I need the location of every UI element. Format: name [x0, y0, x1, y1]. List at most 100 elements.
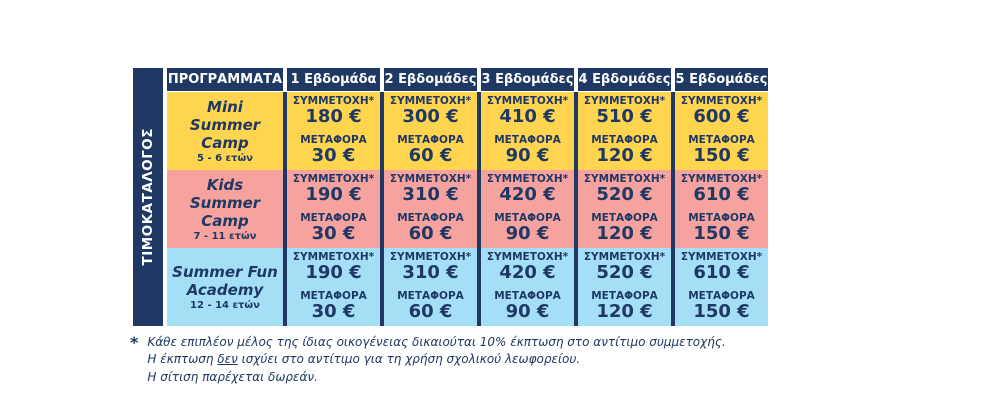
- participation-label: ΣΥΜΜΕΤΟΧΗ*: [486, 95, 569, 108]
- price-cell: ΣΥΜΜΕΤΟΧΗ* 520 € ΜΕΤΑΦΟΡΑ 120 €: [574, 248, 671, 326]
- price-cell: ΣΥΜΜΕΤΟΧΗ* 410 € ΜΕΤΑΦΟΡΑ 90 €: [477, 92, 574, 170]
- footnote: * Κάθε επιπλέον μέλος της ίδιας οικογένε…: [130, 334, 726, 386]
- column-header-week-2: 2 Εβδομάδες: [380, 68, 477, 92]
- program-age-range: 12 - 14 ετών: [190, 300, 260, 311]
- footnote-lines: Κάθε επιπλέον μέλος της ίδιας οικογένεια…: [147, 334, 725, 386]
- participation-price: 520 €: [596, 262, 653, 284]
- transport-label: ΜΕΤΑΦΟΡΑ: [300, 290, 367, 302]
- footnote-asterisk: *: [130, 333, 139, 352]
- transport-price: 90 €: [505, 145, 550, 167]
- transport-price: 120 €: [596, 223, 653, 245]
- participation-label: ΣΥΜΜΕΤΟΧΗ*: [292, 173, 375, 186]
- transport-price: 150 €: [693, 301, 750, 323]
- price-cell: ΣΥΜΜΕΤΟΧΗ* 610 € ΜΕΤΑΦΟΡΑ 150 €: [671, 248, 768, 326]
- transport-label: ΜΕΤΑΦΟΡΑ: [591, 134, 658, 146]
- program-age-range: 5 - 6 ετών: [197, 153, 253, 164]
- participation-label: ΣΥΜΜΕΤΟΧΗ*: [292, 95, 375, 108]
- participation-price: 510 €: [596, 106, 653, 128]
- program-cell: Summer Fun Academy 12 - 14 ετών: [167, 248, 283, 326]
- participation-label: ΣΥΜΜΕΤΟΧΗ*: [680, 95, 763, 108]
- transport-label: ΜΕΤΑΦΟΡΑ: [397, 290, 464, 302]
- program-name: Kids Summer Camp: [189, 176, 261, 230]
- transport-price: 60 €: [408, 301, 453, 323]
- transport-price: 60 €: [408, 145, 453, 167]
- participation-label: ΣΥΜΜΕΤΟΧΗ*: [486, 251, 569, 264]
- price-cell: ΣΥΜΜΕΤΟΧΗ* 420 € ΜΕΤΑΦΟΡΑ 90 €: [477, 248, 574, 326]
- price-table: ΤΙΜΟΚΑΤΑΛΟΓΟΣ ΠΡΟΓΡΑΜΜΑΤΑ 1 Εβδομάδα 2 Εβδ…: [133, 68, 768, 326]
- column-header-week-5: 5 Εβδομάδες: [671, 68, 768, 92]
- participation-price: 420 €: [499, 262, 556, 284]
- transport-price: 30 €: [311, 301, 356, 323]
- transport-label: ΜΕΤΑΦΟΡΑ: [300, 212, 367, 224]
- program-name: Mini Summer Camp: [189, 98, 261, 152]
- participation-label: ΣΥΜΜΕΤΟΧΗ*: [583, 95, 666, 108]
- price-cell: ΣΥΜΜΕΤΟΧΗ* 190 € ΜΕΤΑΦΟΡΑ 30 €: [283, 248, 380, 326]
- footnote-line-1: Κάθε επιπλέον μέλος της ίδιας οικογένεια…: [147, 335, 726, 349]
- transport-price: 150 €: [693, 145, 750, 167]
- transport-label: ΜΕΤΑΦΟΡΑ: [300, 134, 367, 146]
- transport-label: ΜΕΤΑΦΟΡΑ: [688, 212, 755, 224]
- column-header-week-4: 4 Εβδομάδες: [574, 68, 671, 92]
- transport-price: 30 €: [311, 145, 356, 167]
- participation-price: 520 €: [596, 184, 653, 206]
- price-cell: ΣΥΜΜΕΤΟΧΗ* 180 € ΜΕΤΑΦΟΡΑ 30 €: [283, 92, 380, 170]
- participation-label: ΣΥΜΜΕΤΟΧΗ*: [680, 251, 763, 264]
- price-cell: ΣΥΜΜΕΤΟΧΗ* 300 € ΜΕΤΑΦΟΡΑ 60 €: [380, 92, 477, 170]
- column-header-week-1: 1 Εβδομάδα: [283, 68, 380, 92]
- price-cell: ΣΥΜΜΕΤΟΧΗ* 190 € ΜΕΤΑΦΟΡΑ 30 €: [283, 170, 380, 248]
- price-cell: ΣΥΜΜΕΤΟΧΗ* 610 € ΜΕΤΑΦΟΡΑ 150 €: [671, 170, 768, 248]
- participation-price: 310 €: [402, 184, 459, 206]
- participation-price: 610 €: [693, 184, 750, 206]
- transport-label: ΜΕΤΑΦΟΡΑ: [591, 212, 658, 224]
- transport-label: ΜΕΤΑΦΟΡΑ: [397, 212, 464, 224]
- footnote-line-2-start: Η έκπτωση: [147, 352, 218, 367]
- program-cell: Kids Summer Camp 7 - 11 ετών: [167, 170, 283, 248]
- participation-label: ΣΥΜΜΕΤΟΧΗ*: [389, 173, 472, 186]
- participation-label: ΣΥΜΜΕΤΟΧΗ*: [680, 173, 763, 186]
- price-cell: ΣΥΜΜΕΤΟΧΗ* 520 € ΜΕΤΑΦΟΡΑ 120 €: [574, 170, 671, 248]
- footnote-line-2-underlined: δεν: [217, 352, 238, 367]
- participation-label: ΣΥΜΜΕΤΟΧΗ*: [292, 251, 375, 264]
- participation-label: ΣΥΜΜΕΤΟΧΗ*: [583, 173, 666, 186]
- price-list-title: ΤΙΜΟΚΑΤΑΛΟΓΟΣ: [140, 128, 156, 266]
- participation-label: ΣΥΜΜΕΤΟΧΗ*: [486, 173, 569, 186]
- footnote-line-3: Η σίτιση παρέχεται δωρεάν.: [147, 369, 318, 384]
- transport-label: ΜΕΤΑΦΟΡΑ: [688, 290, 755, 302]
- column-header-week-3: 3 Εβδομάδες: [477, 68, 574, 92]
- program-name: Summer Fun Academy: [172, 263, 278, 299]
- price-cell: ΣΥΜΜΕΤΟΧΗ* 310 € ΜΕΤΑΦΟΡΑ 60 €: [380, 248, 477, 326]
- transport-price: 120 €: [596, 145, 653, 167]
- price-list-vertical-label: ΤΙΜΟΚΑΤΑΛΟΓΟΣ: [133, 68, 163, 326]
- transport-label: ΜΕΤΑΦΟΡΑ: [494, 290, 561, 302]
- transport-price: 90 €: [505, 223, 550, 245]
- transport-price: 60 €: [408, 223, 453, 245]
- participation-price: 300 €: [402, 106, 459, 128]
- transport-price: 120 €: [596, 301, 653, 323]
- price-cell: ΣΥΜΜΕΤΟΧΗ* 310 € ΜΕΤΑΦΟΡΑ 60 €: [380, 170, 477, 248]
- participation-price: 410 €: [499, 106, 556, 128]
- transport-label: ΜΕΤΑΦΟΡΑ: [397, 134, 464, 146]
- price-cell: ΣΥΜΜΕΤΟΧΗ* 600 € ΜΕΤΑΦΟΡΑ 150 €: [671, 92, 768, 170]
- transport-label: ΜΕΤΑΦΟΡΑ: [494, 134, 561, 146]
- transport-price: 30 €: [311, 223, 356, 245]
- program-cell: Mini Summer Camp 5 - 6 ετών: [167, 92, 283, 170]
- participation-price: 420 €: [499, 184, 556, 206]
- price-cell: ΣΥΜΜΕΤΟΧΗ* 510 € ΜΕΤΑΦΟΡΑ 120 €: [574, 92, 671, 170]
- participation-price: 600 €: [693, 106, 750, 128]
- price-cell: ΣΥΜΜΕΤΟΧΗ* 420 € ΜΕΤΑΦΟΡΑ 90 €: [477, 170, 574, 248]
- footnote-line-2-end: ισχύει στο αντίτιμο για τη χρήση σχολικο…: [237, 352, 581, 367]
- participation-price: 180 €: [305, 106, 362, 128]
- participation-price: 190 €: [305, 184, 362, 206]
- participation-label: ΣΥΜΜΕΤΟΧΗ*: [583, 251, 666, 264]
- footnote-line-2: Η έκπτωση δεν ισχύει στο αντίτιμο για τη…: [147, 351, 725, 368]
- participation-price: 310 €: [402, 262, 459, 284]
- transport-label: ΜΕΤΑΦΟΡΑ: [494, 212, 561, 224]
- participation-price: 190 €: [305, 262, 362, 284]
- transport-label: ΜΕΤΑΦΟΡΑ: [688, 134, 755, 146]
- column-header-programs: ΠΡΟΓΡΑΜΜΑΤΑ: [167, 68, 283, 92]
- price-grid: ΠΡΟΓΡΑΜΜΑΤΑ 1 Εβδομάδα 2 Εβδομάδες 3 Εβδομά…: [167, 68, 768, 326]
- participation-price: 610 €: [693, 262, 750, 284]
- program-age-range: 7 - 11 ετών: [193, 231, 257, 242]
- participation-label: ΣΥΜΜΕΤΟΧΗ*: [389, 95, 472, 108]
